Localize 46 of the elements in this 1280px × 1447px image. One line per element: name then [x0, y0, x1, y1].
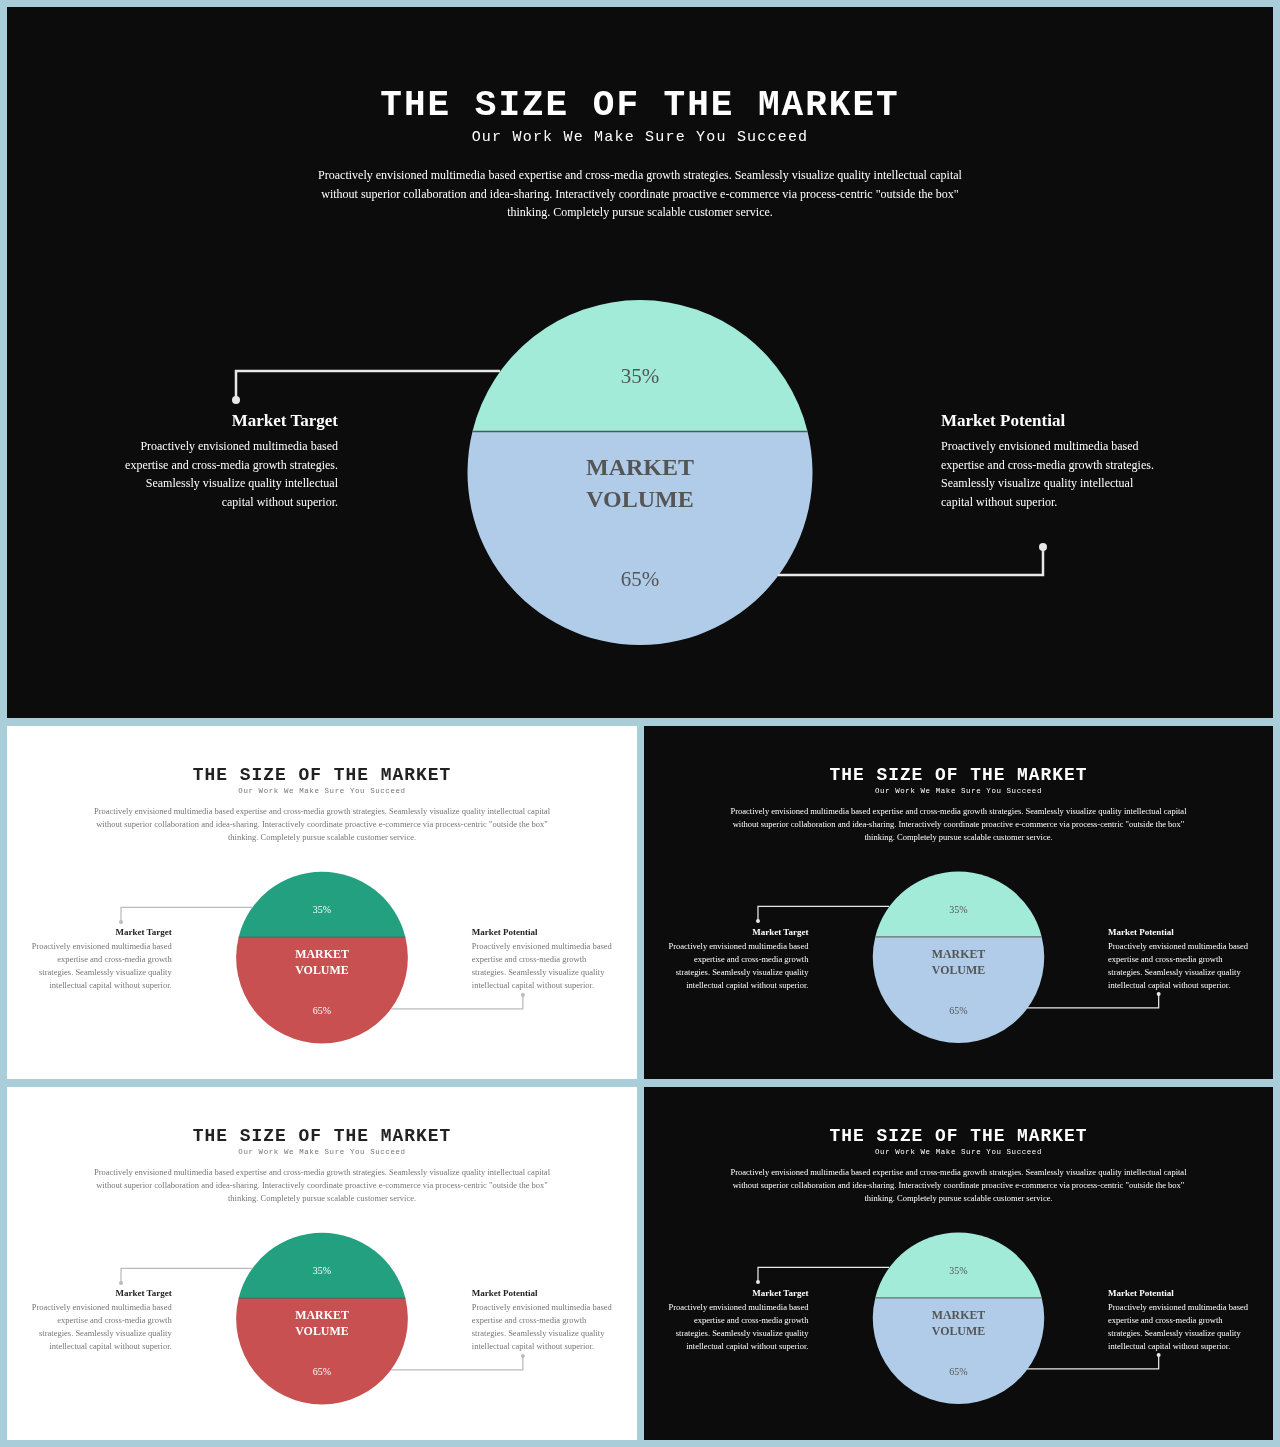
- text: Proactively envisioned multimedia based expertise and cross-media growth strategies. Seamlessly visualize quality intellectual capital without superior collaboration and idea-sharing. Interactively coordinate proactive e-commerce via process-centric "outside the box" thinking. Completely pursue scalable customer service.: [729, 1166, 1188, 1206]
- data-label: 65%: [312, 1366, 332, 1378]
- text: Proactively envisioned multimedia based expertise and cross-media growth strategies. Seamlessly visualize quality intellectual capital without superior.: [30, 939, 172, 993]
- text: Proactively envisioned multimedia based expertise and cross-media growth strategies. Seamlessly visualize quality intellectual capital without superior.: [667, 1300, 809, 1354]
- data-label: 65%: [620, 567, 660, 592]
- text: MARKET VOLUME: [930, 1307, 987, 1340]
- data-label: 35%: [620, 364, 660, 389]
- text: Market Target: [114, 927, 172, 938]
- text: Market Potential: [471, 927, 539, 938]
- text: Market Potential: [471, 1288, 539, 1299]
- text: Proactively envisioned multimedia based expertise and cross-media growth strategies. Seamlessly visualize quality intellectual capital without superior.: [30, 1300, 172, 1354]
- text: MARKET VOLUME: [294, 1308, 350, 1341]
- text: THE SIZE OF THE MARKET: [379, 85, 901, 126]
- text: Proactively envisioned multimedia based expertise and cross-media growth strategies. Seamlessly visualize quality intellectual capital without superior.: [124, 438, 338, 511]
- text: Market Target: [751, 1287, 809, 1298]
- text: Proactively envisioned multimedia based expertise and cross-media growth strategies. Seamlessly visualize quality intellectual capital without superior collaboration and idea-sharing. Interactively coordinate proactive e-commerce via process-centric "outside the box" thinking. Completely pursue scalable customer service.: [92, 805, 551, 845]
- text: THE SIZE OF THE MARKET: [191, 1125, 453, 1146]
- text: Market Target: [230, 411, 338, 431]
- text: Proactively envisioned multimedia based expertise and cross-media growth strategies. Seamlessly visualize quality intellectual capital without superior collaboration and idea-sharing. Interactively coordinate proactive e-commerce via process-centric "outside the box" thinking. Completely pursue scalable customer service.: [729, 805, 1188, 845]
- text: MARKET VOLUME: [585, 453, 695, 515]
- text: THE SIZE OF THE MARKET: [191, 764, 453, 785]
- text: Market Potential: [1108, 926, 1175, 937]
- text: Market Target: [114, 1288, 172, 1299]
- data-label: 65%: [949, 1365, 968, 1377]
- text: MARKET VOLUME: [294, 947, 350, 980]
- text: Proactively envisioned multimedia based expertise and cross-media growth strategies. Seamlessly visualize quality intellectual capital without superior collaboration and idea-sharing. Interactively coordinate proactive e-commerce via process-centric "outside the box" thinking. Completely pursue scalable customer service.: [317, 167, 963, 222]
- text: Market Target: [751, 926, 809, 937]
- data-label: 35%: [949, 903, 968, 915]
- data-label: 35%: [312, 904, 332, 916]
- text: Proactively envisioned multimedia based expertise and cross-media growth strategies. Seamlessly visualize quality intellectual capital without superior.: [941, 438, 1155, 511]
- text: Proactively envisioned multimedia based expertise and cross-media growth strategies. Seamlessly visualize quality intellectual capital without superior.: [667, 939, 809, 993]
- text: Market Potential: [1108, 1287, 1175, 1298]
- text: THE SIZE OF THE MARKET: [828, 1125, 1089, 1146]
- text: Our Work We Make Sure You Succeed: [470, 129, 810, 146]
- text: Proactively envisioned multimedia based expertise and cross-media growth strategies. Seamlessly visualize quality intellectual capital without superior collaboration and idea-sharing. Interactively coordinate proactive e-commerce via process-centric "outside the box" thinking. Completely pursue scalable customer service.: [92, 1166, 551, 1206]
- data-label: 35%: [312, 1265, 332, 1277]
- text: THE SIZE OF THE MARKET: [828, 764, 1089, 785]
- text: Proactively envisioned multimedia based expertise and cross-media growth strategies. Seamlessly visualize quality intellectual capital without superior.: [471, 1300, 613, 1354]
- data-label: 35%: [949, 1264, 968, 1276]
- text: Proactively envisioned multimedia based expertise and cross-media growth strategies. Seamlessly visualize quality intellectual capital without superior.: [1108, 1300, 1250, 1354]
- data-label: 65%: [949, 1004, 968, 1016]
- text: Proactively envisioned multimedia based expertise and cross-media growth strategies. Seamlessly visualize quality intellectual capital without superior.: [471, 939, 613, 993]
- text: Proactively envisioned multimedia based expertise and cross-media growth strategies. Seamlessly visualize quality intellectual capital without superior.: [1108, 939, 1250, 993]
- text: MARKET VOLUME: [930, 946, 987, 979]
- text: Market Potential: [941, 411, 1067, 431]
- data-label: 65%: [312, 1005, 332, 1017]
